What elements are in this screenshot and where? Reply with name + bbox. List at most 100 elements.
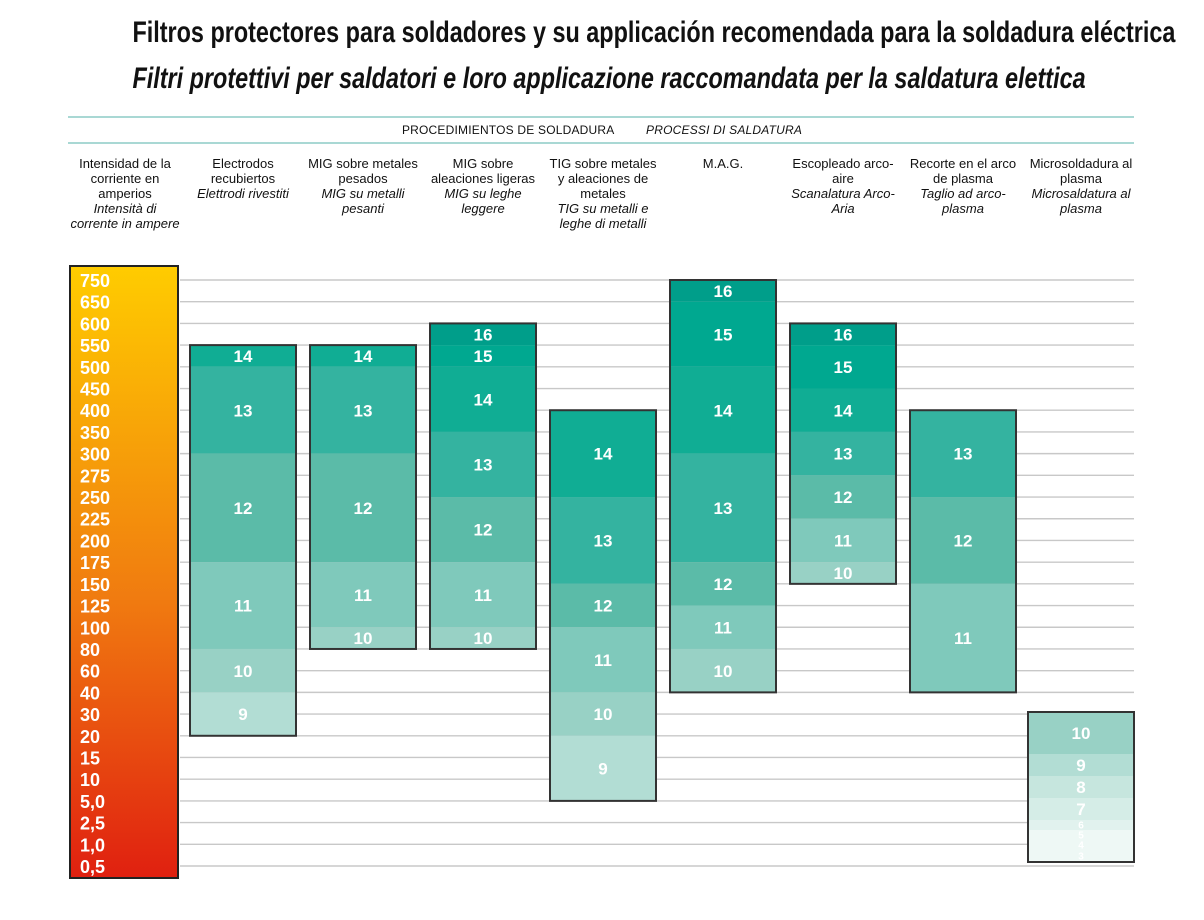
y-tick-label: 5,0 [80,792,105,812]
segment-label: 14 [474,390,493,409]
bar-segment [670,280,776,302]
subtitle-it: PROCESSI DI SALDATURA [646,123,803,137]
bar-outline [789,322,897,585]
y-tick-label: 450 [80,380,110,400]
top-rule [68,116,1134,118]
segment-label: 14 [834,401,853,420]
bar-segment [1028,840,1134,850]
column-header-es: MIG sobre aleaciones ligeras [430,156,536,186]
segment-label: 11 [354,586,372,605]
column-header-it: Taglio ad arco-plasma [920,186,1006,216]
column-header-es: MIG sobre metales pesados [308,156,418,186]
column-header-it: Microsaldatura al plasma [1031,186,1131,216]
bar-column: 16 15 14 13 12 11 10 [429,322,537,650]
segment-label: 8 [1076,778,1085,797]
y-tick-label: 300 [80,445,110,465]
bar-segment [190,648,296,693]
y-tick-label: 275 [80,466,110,486]
bar-outline [429,322,537,650]
y-tick-label: 225 [80,510,110,530]
bar-segment [430,345,536,367]
bars: 1413121110914131211101615141312111014131… [189,279,1135,863]
bar-segment [430,627,536,649]
column-header-es: Electrodos recubiertos [210,156,276,186]
y-tick-label: 20 [80,727,100,747]
segment-label: 14 [234,347,253,366]
segment-label: 16 [474,325,493,344]
segment-label: 12 [954,532,973,551]
bar-segment [430,366,536,432]
column-header: MIG sobre aleaciones ligeras MIG su leghe… [426,156,540,216]
column-header: Escopleado arco-aire Scanalatura Arco-Ari… [786,156,900,216]
bar-outline [189,344,297,737]
segment-label: 5 [1078,831,1084,842]
segment-label: 11 [834,532,852,551]
bar-segment [550,627,656,693]
bar-segment [310,562,416,628]
segment-label: 13 [594,532,613,551]
bar-segment [550,410,656,498]
bar-segment [1028,712,1134,754]
bar-segment [550,692,656,736]
bar-segment [430,497,536,563]
column-header-it: Elettrodi rivestiti [197,186,289,201]
segment-label: 12 [234,499,253,518]
column-header: Microsoldadura al plasma Microsaldatura a… [1024,156,1138,216]
column-header-it: Scanalatura Arco-Aria [791,186,895,216]
segment-label: 10 [354,629,373,648]
bar-segment [790,323,896,346]
bar-segment [790,388,896,432]
segment-label: 10 [234,662,253,681]
bar-segment [550,583,656,628]
segment-label: 4 [1078,841,1084,852]
segment-label: 13 [954,445,973,464]
bar-segment [310,345,416,367]
segment-label: 3 [1078,852,1084,863]
y-tick-label: 650 [80,293,110,313]
bar-outline [309,344,417,650]
segment-label: 12 [354,499,373,518]
segment-label: 10 [594,705,613,724]
segment-label: 13 [474,456,493,475]
segment-label: 9 [598,759,607,778]
axis-header-es: Intensidad de la corriente en amperios [79,156,171,201]
bar-segment [910,497,1016,584]
bar-segment [190,453,296,563]
segment-label: 13 [234,401,253,420]
bar-column: 14 13 12 11 10 [309,344,417,650]
bar-segment [670,562,776,606]
column-header-it: MIG su metalli pesanti [321,186,405,216]
bar-segment [430,562,536,628]
bar-segment [670,301,776,367]
segment-label: 14 [354,347,373,366]
segment-label: 16 [714,282,733,301]
bar-column: 13 12 11 [909,409,1017,694]
segment-label: 15 [474,347,493,366]
bar-column: 14 13 12 11 10 9 [189,344,297,737]
bar-segment [1028,754,1134,776]
y-tick-label: 600 [80,314,110,334]
bar-segment [670,648,776,693]
bar-segment [1028,850,1134,862]
bar-segment [550,735,656,801]
y-tick-label: 250 [80,488,110,508]
y-tick-label: 0,5 [80,857,105,877]
segment-label: 11 [714,618,732,637]
y-tick-label: 2,5 [80,814,105,834]
bar-segment [910,410,1016,498]
segment-label: 12 [714,575,733,594]
bar-segment [190,366,296,454]
segment-label: 9 [1076,756,1085,775]
segment-label: 13 [354,401,373,420]
y-tick-label: 1,0 [80,835,105,855]
segment-label: 7 [1076,800,1085,819]
bar-segment [790,475,896,519]
bar-segment [790,518,896,563]
y-tick-label: 40 [80,683,100,703]
bar-segment [190,692,296,736]
bar-segment [1028,798,1134,820]
y-tick-label: 60 [80,662,100,682]
segment-label: 10 [1072,724,1091,743]
